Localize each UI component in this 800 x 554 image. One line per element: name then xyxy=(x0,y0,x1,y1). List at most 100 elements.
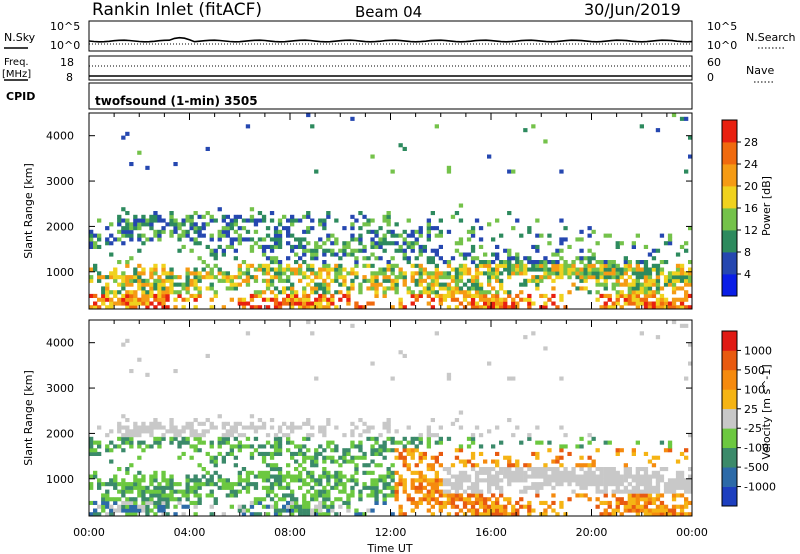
velocity-cell xyxy=(426,489,431,494)
power-cell xyxy=(326,275,331,280)
power-cell xyxy=(571,282,576,287)
velocity-cell xyxy=(555,459,560,464)
velocity-cell xyxy=(137,508,142,513)
velocity-cell xyxy=(394,440,399,445)
velocity-cell xyxy=(362,512,367,517)
colorbar-swatch xyxy=(722,230,737,253)
power-cell xyxy=(298,263,303,268)
power-cell xyxy=(402,278,407,283)
velocity-cell xyxy=(225,429,230,434)
power-cell xyxy=(165,290,170,295)
power-cell xyxy=(157,214,162,219)
velocity-cell xyxy=(651,485,657,490)
power-cell xyxy=(241,260,247,265)
velocity-cell xyxy=(422,497,427,502)
velocity-cell xyxy=(619,482,624,487)
velocity-cell xyxy=(454,512,460,517)
power-cell xyxy=(495,256,500,261)
power-cell xyxy=(249,305,255,310)
velocity-cell xyxy=(121,504,126,509)
power-cell xyxy=(599,293,604,298)
power-cell xyxy=(173,275,178,280)
velocity-cell xyxy=(434,485,439,490)
velocity-cell xyxy=(101,504,106,509)
power-cell xyxy=(430,305,435,310)
power-cell xyxy=(229,237,234,242)
power-cell xyxy=(639,124,644,129)
velocity-cell xyxy=(358,448,363,453)
power-cell xyxy=(113,301,118,306)
power-cell xyxy=(105,275,110,280)
velocity-cell xyxy=(422,451,427,456)
power-cell xyxy=(611,286,616,291)
power-cell xyxy=(326,271,331,276)
power-cell xyxy=(185,267,190,272)
velocity-cell xyxy=(273,493,279,498)
power-cell xyxy=(434,293,439,298)
power-cell xyxy=(109,297,114,302)
velocity-cell xyxy=(306,482,311,487)
power-cell xyxy=(503,301,508,306)
power-cell xyxy=(426,271,431,276)
velocity-cell xyxy=(269,485,275,490)
velocity-cell xyxy=(141,493,146,498)
velocity-cell xyxy=(97,512,102,517)
velocity-cell xyxy=(531,467,536,472)
velocity-cell xyxy=(503,497,508,502)
power-cell xyxy=(507,267,512,272)
velocity-cell xyxy=(314,376,319,381)
power-cell xyxy=(559,237,564,242)
power-cell xyxy=(302,237,307,242)
velocity-cell xyxy=(523,478,528,483)
velocity-cell xyxy=(446,470,452,475)
power-cell xyxy=(515,218,520,223)
velocity-cell xyxy=(583,478,588,483)
velocity-cell xyxy=(643,500,649,505)
power-cell xyxy=(619,293,624,298)
velocity-cell xyxy=(462,504,468,509)
power-cell xyxy=(543,305,548,310)
power-cell xyxy=(306,229,311,234)
power-cell xyxy=(595,241,600,246)
power-cell xyxy=(639,282,644,287)
power-cell xyxy=(225,244,230,249)
velocity-cell xyxy=(483,500,488,505)
velocity-cell xyxy=(499,489,504,494)
velocity-cell xyxy=(277,436,283,441)
velocity-cell xyxy=(382,474,387,479)
velocity-cell xyxy=(298,478,303,483)
power-cell xyxy=(253,275,259,280)
power-cell xyxy=(511,263,516,268)
velocity-cell xyxy=(684,485,689,490)
velocity-cell xyxy=(209,455,214,460)
velocity-cell xyxy=(233,421,238,426)
velocity-cell xyxy=(185,493,190,498)
power-cell xyxy=(559,275,564,280)
velocity-cell xyxy=(169,440,174,445)
power-cell xyxy=(306,241,311,246)
power-cell xyxy=(390,282,395,287)
power-cell xyxy=(679,278,685,283)
power-cell xyxy=(410,275,415,280)
power-cell xyxy=(233,218,238,223)
velocity-cell xyxy=(410,482,415,487)
velocity-cell xyxy=(318,451,323,456)
power-cell xyxy=(430,271,435,276)
velocity-cell xyxy=(257,444,263,449)
velocity-cell xyxy=(189,444,194,449)
power-cell xyxy=(671,113,677,118)
velocity-cell xyxy=(145,500,150,505)
velocity-cell xyxy=(97,485,102,490)
velocity-cell xyxy=(410,451,415,456)
velocity-cell xyxy=(483,512,488,517)
velocity-cell xyxy=(426,425,431,430)
velocity-cell xyxy=(390,463,395,468)
velocity-cell xyxy=(93,474,98,479)
power-cell xyxy=(181,233,186,238)
velocity-cell xyxy=(221,433,226,438)
velocity-cell xyxy=(193,485,198,490)
velocity-cell xyxy=(414,489,419,494)
power-cell xyxy=(129,162,134,167)
velocity-cell xyxy=(221,421,226,426)
velocity-cell xyxy=(635,497,640,502)
